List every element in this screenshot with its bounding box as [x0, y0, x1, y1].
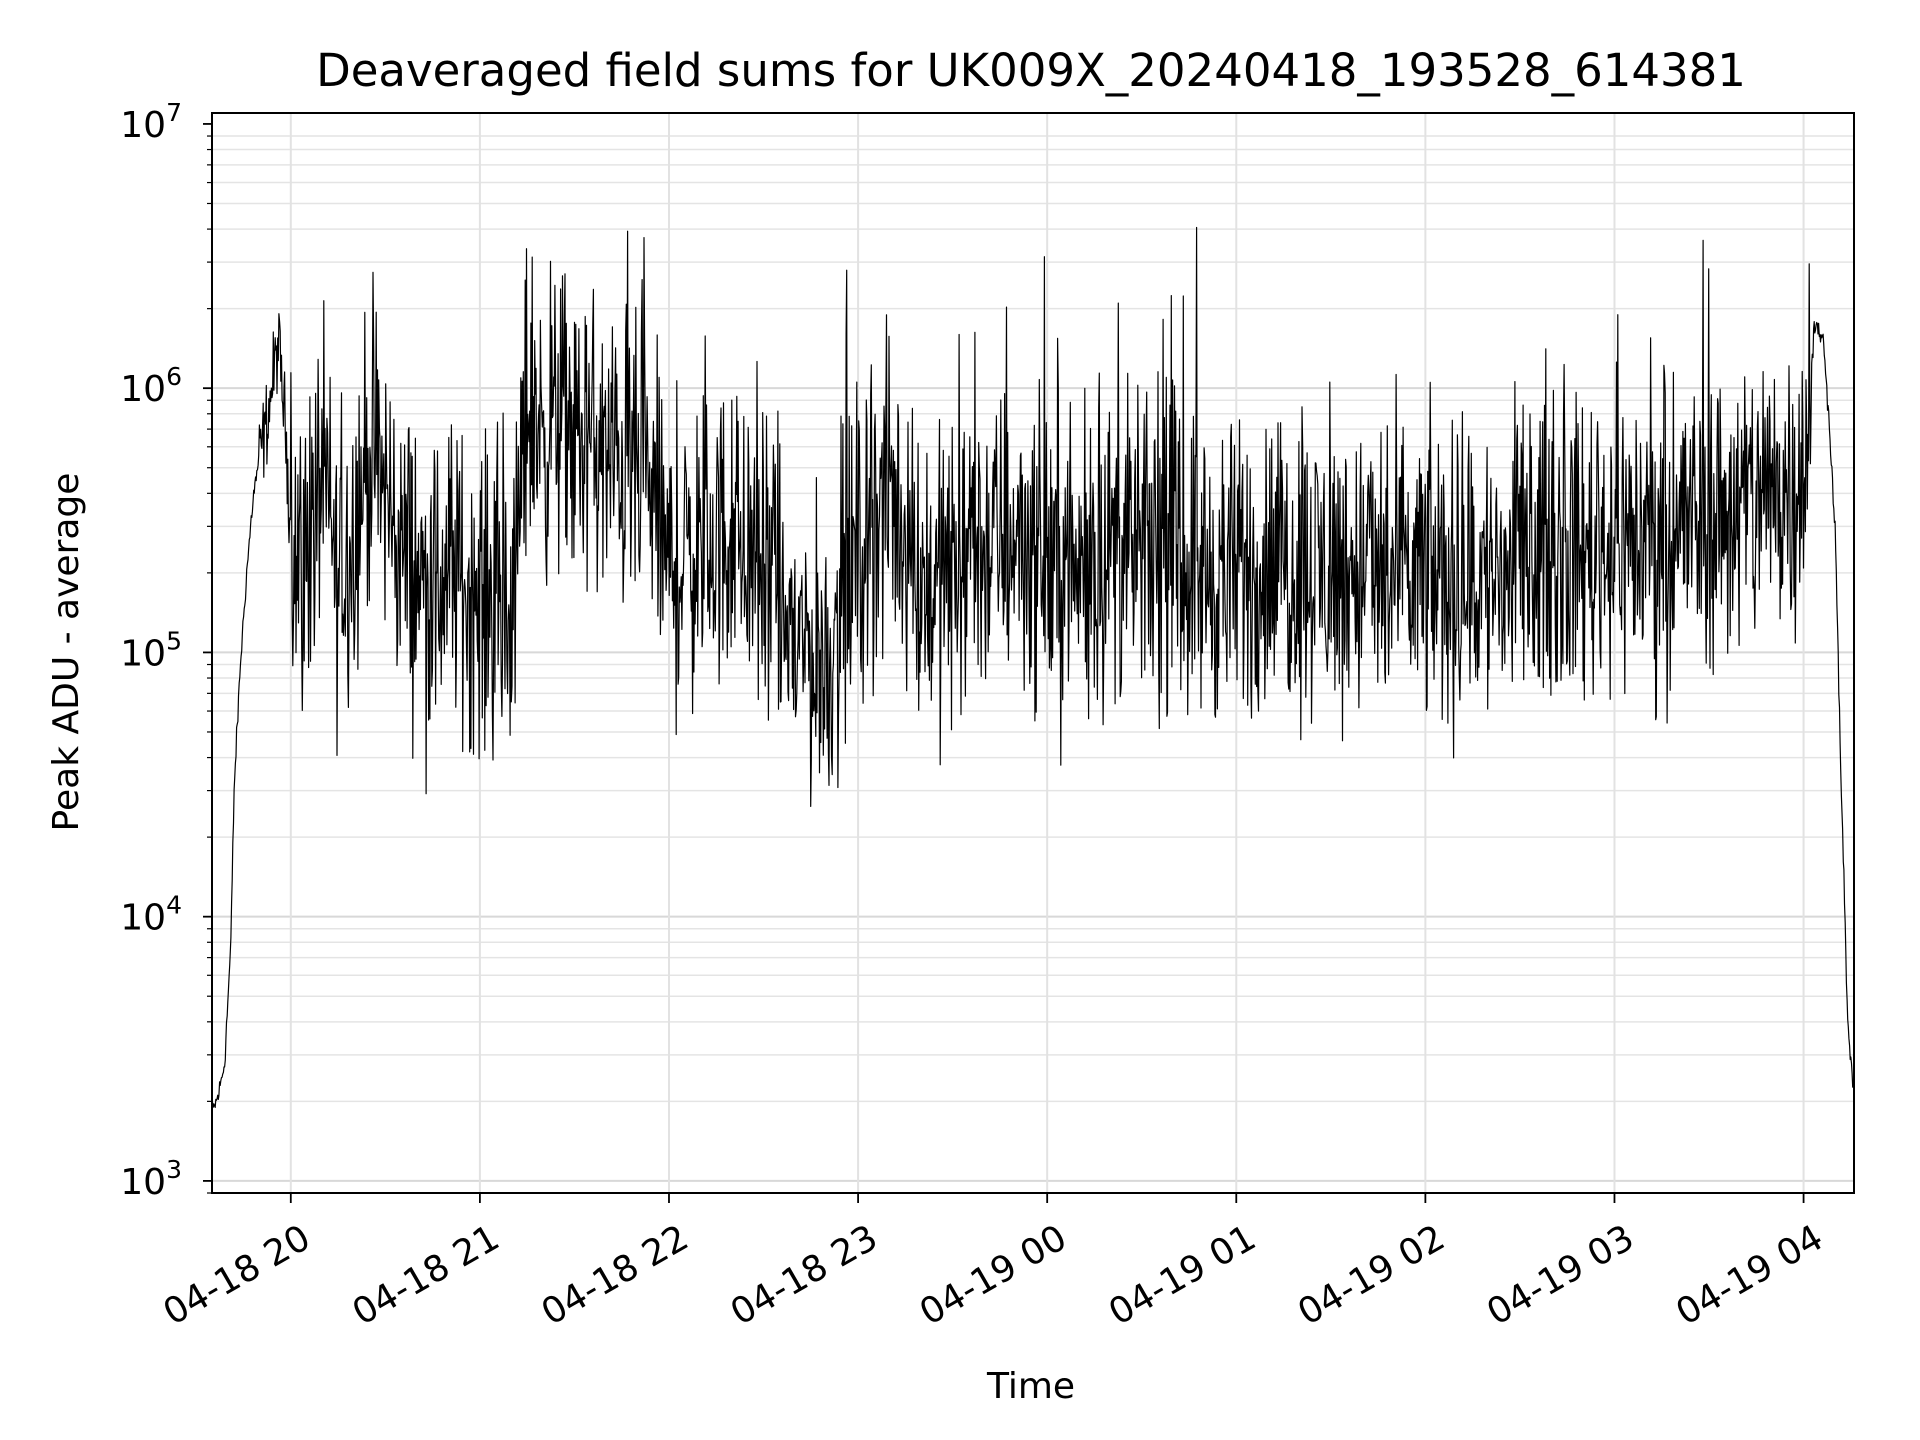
series-line	[211, 226, 1855, 1113]
x-axis-label: Time	[986, 1366, 1075, 1407]
y-tick-label: 105	[120, 626, 182, 674]
y-axis-label: Peak ADU - average	[46, 473, 87, 832]
y-axis: 103 104 105 106 107	[120, 98, 212, 1203]
y-tick-label: 107	[120, 98, 182, 146]
y-tick-label: 103	[120, 1155, 182, 1203]
y-tick-label: 104	[120, 891, 182, 939]
plot-area	[211, 226, 1855, 1113]
y-tick-label: 106	[120, 362, 182, 410]
chart-title: Deaveraged field sums for UK009X_2024041…	[316, 44, 1746, 97]
